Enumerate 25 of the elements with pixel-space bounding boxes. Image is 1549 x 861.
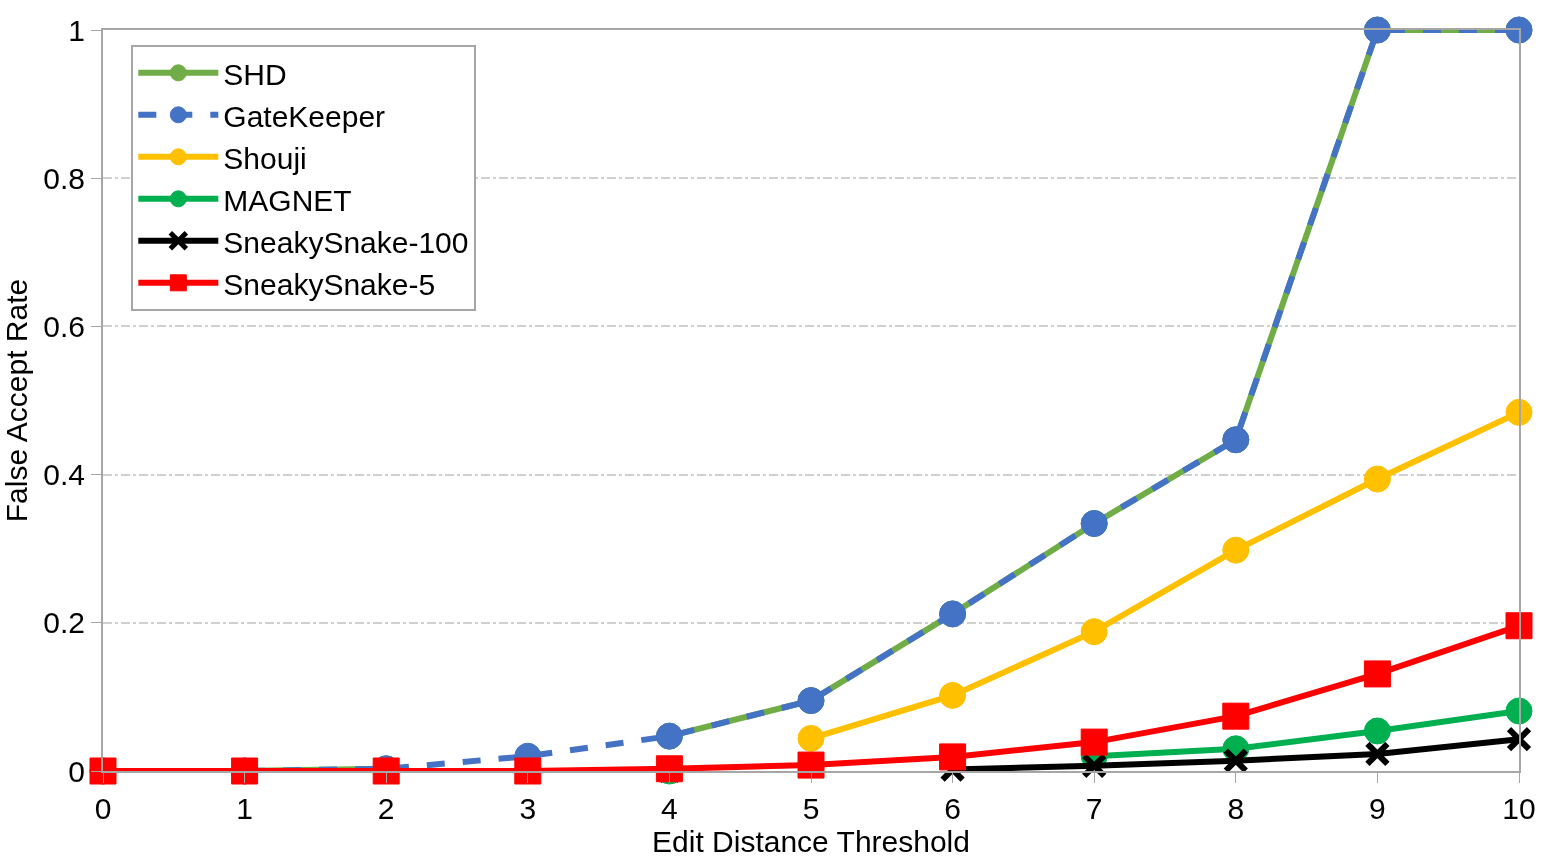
y-tick-label: 0.8 [43,161,85,195]
y-axis-title: False Accept Rate [0,278,33,523]
x-tick-label: 9 [1369,792,1386,825]
x-tick-label: 2 [377,792,395,825]
x-tick-label: 1 [236,792,253,825]
y-tick-label: 0.2 [43,606,85,640]
x-tick-label: 10 [1502,792,1536,825]
x-axis-title: Edit Distance Threshold [652,825,970,858]
x-tick-label: 0 [94,792,112,825]
x-tick-label: 6 [944,792,961,825]
x-tick-label: 5 [802,792,820,825]
y-tick-label: 0 [68,754,85,788]
x-tick-label: 7 [1085,792,1103,825]
y-tick-label: 0.6 [43,309,85,343]
legend-label: SHD [223,57,287,91]
legend-label: SneakySnake-5 [223,267,436,301]
legend-label: GateKeeper [223,99,386,133]
x-tick-label: 4 [661,792,678,825]
x-tick-label: 8 [1227,792,1245,825]
y-tick-label: 1 [68,13,85,47]
legend-label: SneakySnake-100 [223,225,469,259]
y-tick-label: 0.4 [43,458,85,492]
legend-label: MAGNET [223,183,352,217]
legend-label: Shouji [223,141,307,175]
x-tick-label: 3 [519,792,537,825]
